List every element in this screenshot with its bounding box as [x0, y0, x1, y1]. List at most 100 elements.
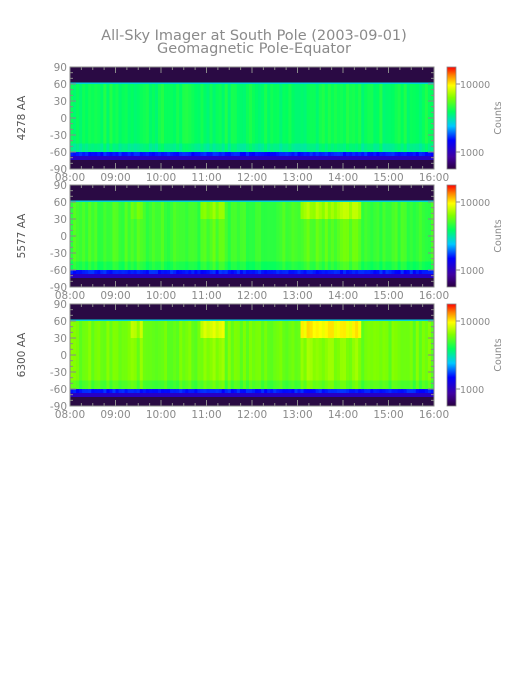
heatmap-cell [306, 219, 311, 228]
heatmap-cell [418, 389, 423, 393]
heatmap-cell [285, 156, 289, 160]
heatmap-cell [239, 152, 244, 156]
heatmap-cell [197, 321, 201, 330]
heatmap-cell [170, 109, 174, 119]
heatmap-cell [121, 126, 125, 136]
heatmap-cell [373, 274, 377, 278]
heatmap-cell [103, 126, 107, 136]
heatmap-cell [97, 210, 101, 220]
heatmap-cell [130, 101, 135, 110]
heatmap-cell [248, 202, 253, 211]
heatmap-cell [209, 380, 213, 390]
heatmap-cell [276, 135, 280, 144]
heatmap-cell [154, 346, 159, 356]
heatmap-cell [315, 329, 320, 339]
heatmap-cell [294, 338, 298, 347]
heatmap-cell [182, 329, 186, 339]
heatmap-cell [227, 109, 232, 119]
heatmap-cell [91, 152, 95, 156]
heatmap-cell [197, 253, 201, 262]
heatmap-cell [236, 321, 241, 330]
heatmap-cell [303, 210, 307, 220]
heatmap-cell [170, 321, 174, 330]
heatmap-cell [224, 92, 229, 102]
heatmap-cell [343, 82, 347, 84]
heatmap-cell [415, 244, 420, 254]
heatmap-cell [373, 389, 377, 393]
heatmap-cell [336, 101, 341, 110]
heatmap-cell [103, 244, 107, 254]
heatmap-cell [412, 236, 417, 245]
heatmap-cell [224, 274, 229, 278]
heatmap-cell [421, 200, 426, 202]
heatmap-cell [297, 393, 301, 397]
heatmap-cell [100, 236, 104, 245]
heatmap-cell [233, 380, 238, 390]
heatmap-cell [303, 118, 307, 127]
heatmap-cell [370, 143, 374, 153]
heatmap-cell [327, 261, 332, 271]
heatmap-cell [418, 109, 423, 119]
heatmap-cell [343, 101, 347, 110]
heatmap-cell [76, 319, 80, 321]
heatmap-cell [142, 261, 147, 271]
heatmap-cell [191, 346, 195, 356]
heatmap-cell [397, 355, 402, 364]
heatmap-cell [291, 389, 295, 393]
heatmap-cell [306, 321, 311, 330]
heatmap-cell [224, 319, 229, 321]
heatmap-cell [106, 126, 110, 136]
heatmap-cell [279, 82, 283, 84]
heatmap-cell [206, 152, 210, 156]
heatmap-cell [212, 200, 216, 202]
heatmap-cell [167, 363, 171, 373]
heatmap-cell [270, 202, 274, 211]
heatmap-cell [203, 380, 207, 390]
heatmap-cell [406, 101, 411, 110]
heatmap-cell [130, 321, 135, 330]
heatmap-cell [358, 152, 362, 156]
heatmap-cell [148, 338, 153, 347]
heatmap-cell [133, 244, 138, 254]
heatmap-cell [167, 338, 171, 347]
heatmap-cell [261, 227, 265, 237]
heatmap-cell [154, 82, 159, 84]
heatmap-cell [121, 363, 125, 373]
heatmap-cell [379, 84, 383, 93]
heatmap-cell [161, 126, 165, 136]
heatmap-cell [309, 363, 314, 373]
heatmap-cell [285, 346, 289, 356]
heatmap-cell [151, 109, 156, 119]
heatmap-cell [188, 338, 192, 347]
heatmap-cell [421, 338, 426, 347]
heatmap-cell [79, 82, 83, 84]
heatmap-cell [412, 363, 417, 373]
heatmap-cell [148, 152, 153, 156]
heatmap-cell [179, 143, 183, 153]
heatmap-cell [400, 202, 405, 211]
heatmap-cell [103, 253, 107, 262]
heatmap-cell [285, 143, 289, 153]
heatmap-cell [203, 393, 207, 397]
heatmap-cell [427, 321, 432, 330]
heatmap-cell [209, 156, 213, 160]
heatmap-cell [164, 219, 168, 228]
heatmap-cell [173, 202, 177, 211]
heatmap-cell [97, 92, 101, 102]
heatmap-cell [391, 92, 395, 102]
heatmap-cell [270, 380, 274, 390]
heatmap-cell [333, 363, 338, 373]
heatmap-cell [221, 319, 226, 321]
heatmap-cell [264, 261, 268, 271]
heatmap-cell [88, 270, 92, 274]
heatmap-cell [352, 156, 356, 160]
heatmap-cell [133, 219, 138, 228]
heatmap-cell [397, 346, 402, 356]
heatmap-cell [427, 319, 432, 321]
heatmap-cell [151, 244, 156, 254]
heatmap-cell [373, 152, 377, 156]
heatmap-cell [118, 156, 122, 160]
heatmap-cell [164, 101, 168, 110]
heatmap-cell [309, 227, 314, 237]
heatmap-cell [379, 143, 383, 153]
